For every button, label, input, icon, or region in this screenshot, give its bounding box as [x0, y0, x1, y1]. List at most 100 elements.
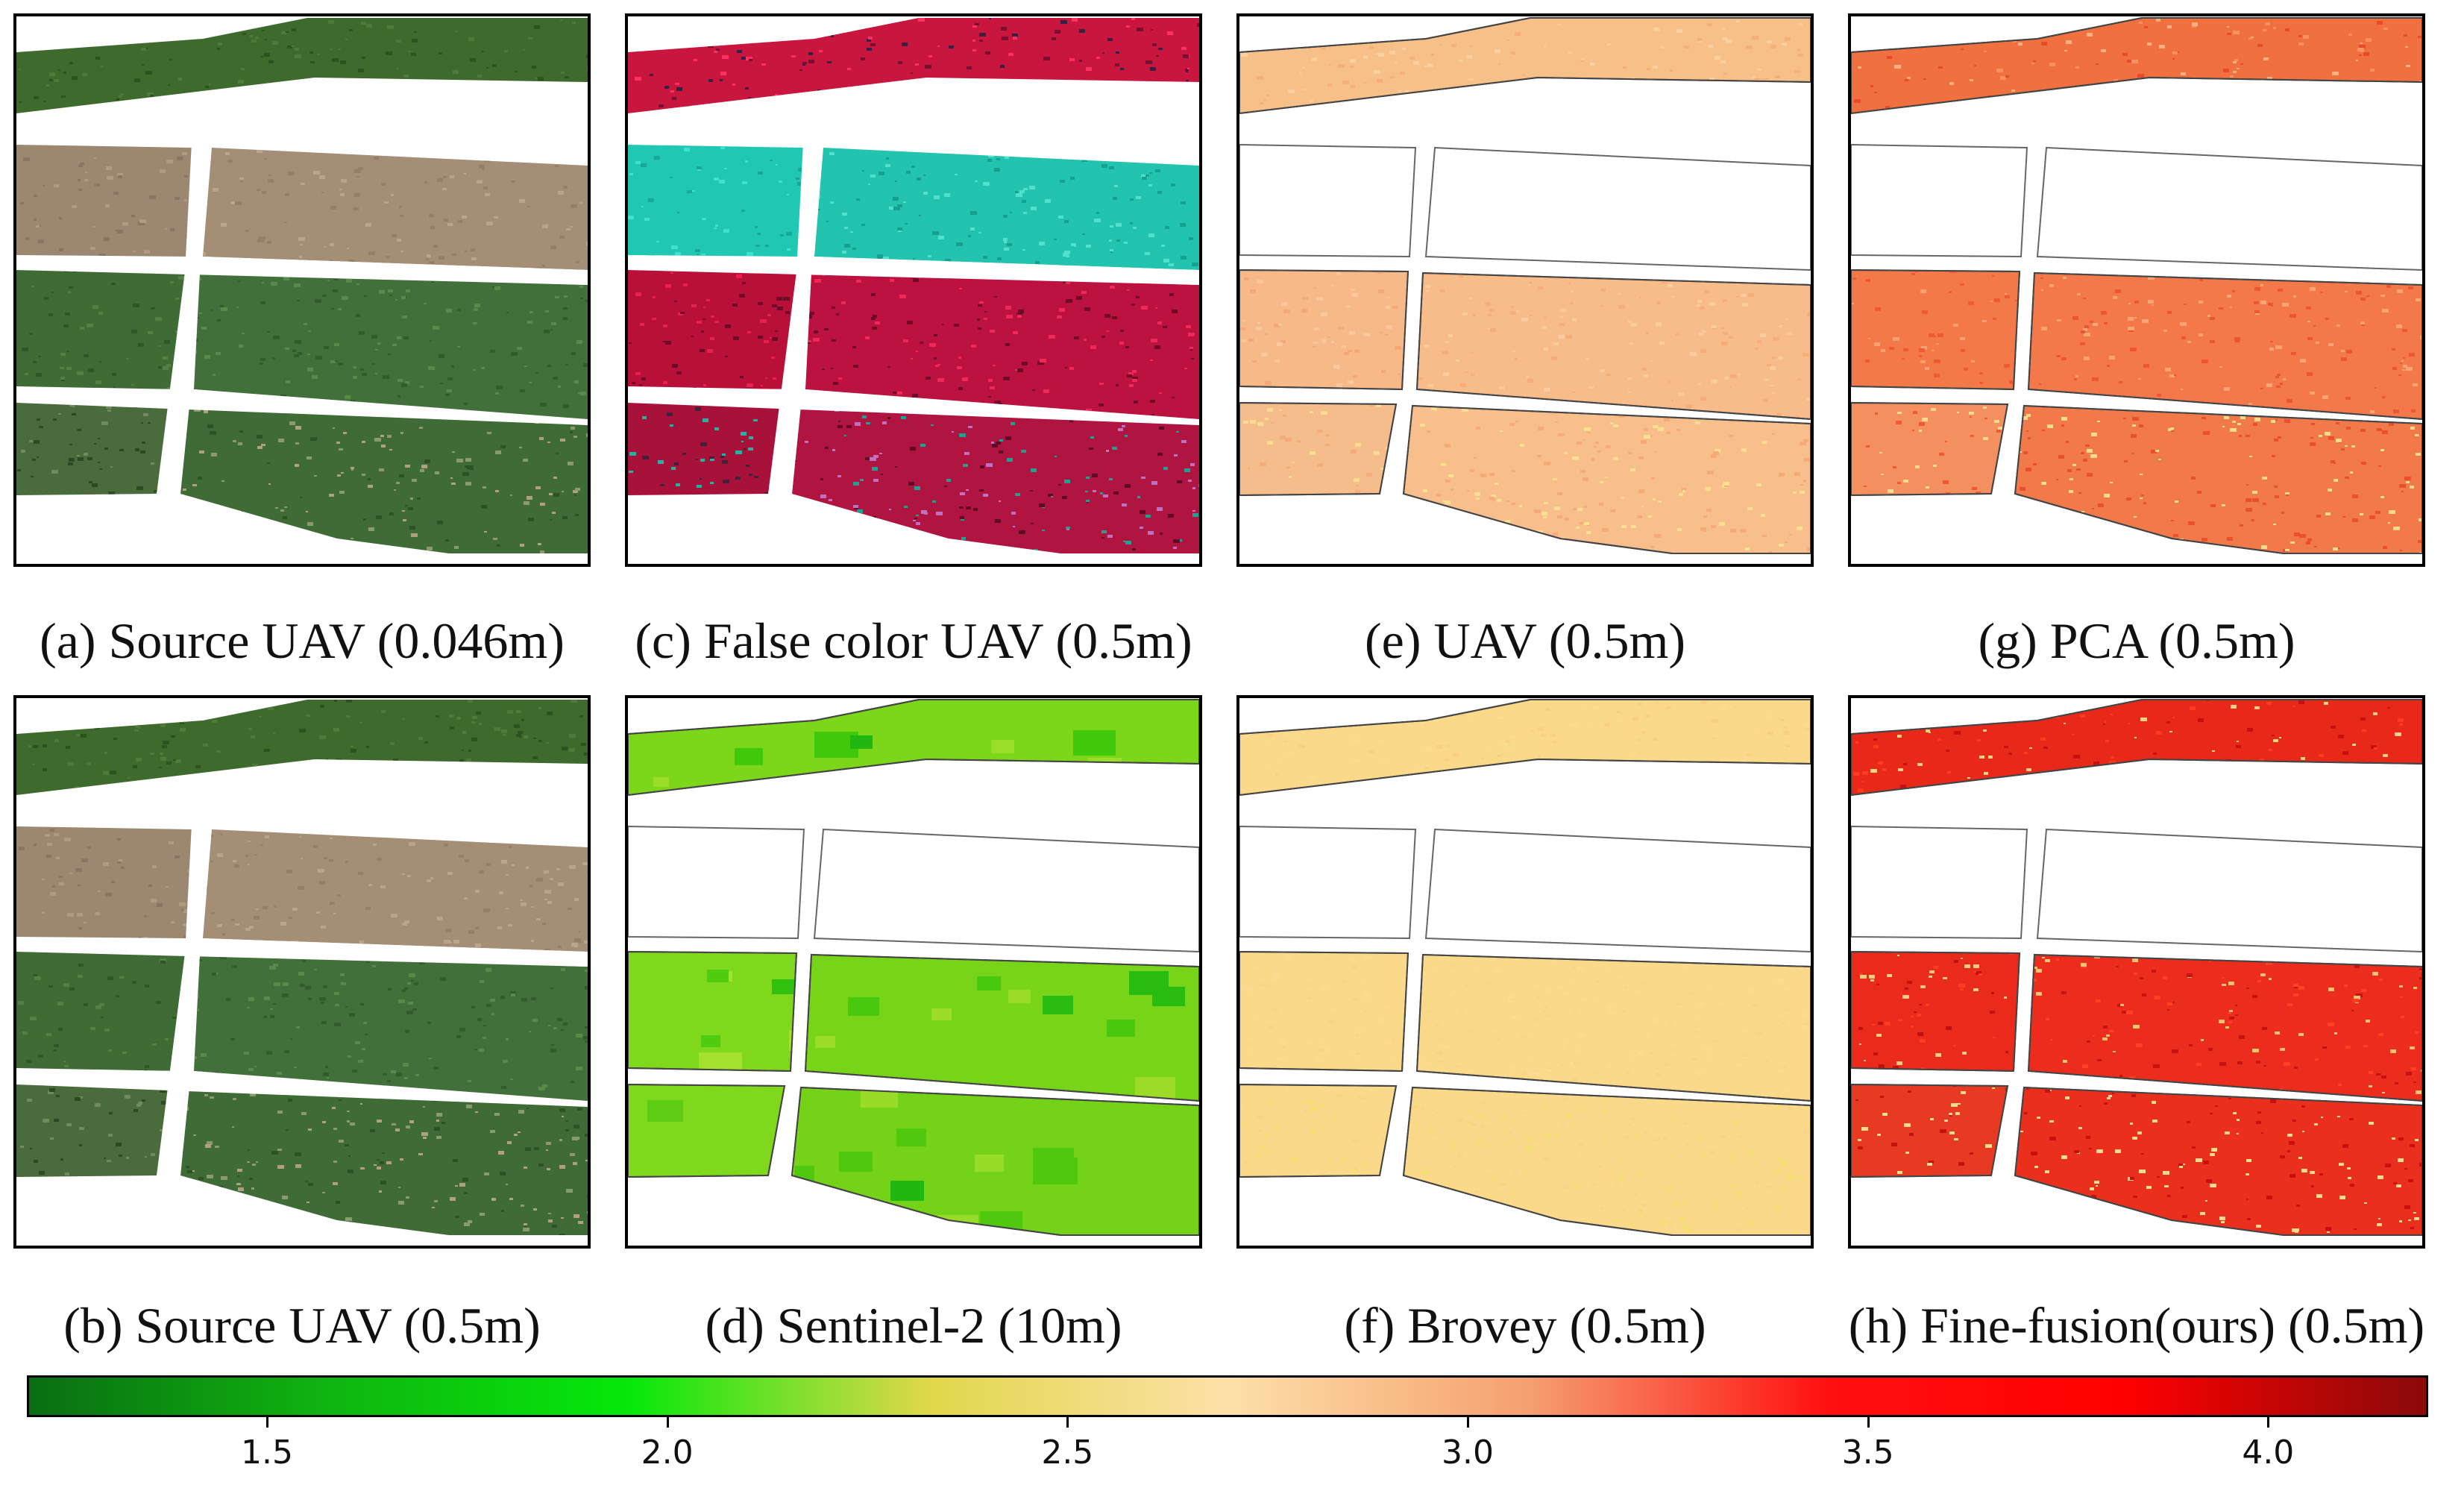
panel-a [13, 13, 591, 567]
field-parcel [1851, 17, 2422, 115]
colorbar-tick [2267, 1417, 2270, 1428]
field-parcel [1239, 699, 1811, 797]
field-parcel [1851, 699, 2422, 797]
texture [628, 145, 804, 257]
field-parcel [203, 829, 588, 952]
field-parcel [1239, 17, 1811, 115]
caption-d: (d) Sentinel-2 (10m) [608, 1296, 1219, 1355]
field-parcel [813, 828, 1199, 953]
field-parcel [2014, 404, 2422, 554]
texture [1240, 270, 1408, 389]
colorbar-tick [666, 1417, 669, 1428]
texture [18, 952, 185, 1071]
field-parcel [1239, 825, 1417, 940]
field-parcel [1415, 953, 1811, 1102]
texture [1404, 406, 1811, 553]
panel-d [625, 695, 1202, 1249]
field-parcel [2014, 1086, 2422, 1236]
field-parcel [1851, 269, 2021, 391]
texture [17, 403, 173, 495]
field-parcel [814, 148, 1199, 270]
panel-e-image [1239, 17, 1811, 554]
field-parcel [2036, 828, 2422, 953]
texture [203, 829, 588, 952]
field-parcel [194, 955, 588, 1101]
field-parcel [804, 953, 1199, 1102]
road [16, 82, 588, 128]
field-parcel [1415, 953, 1811, 1102]
colorbar-tick [266, 1417, 268, 1428]
caption-h: (h) Fine-fusion(ours) (0.5m) [1831, 1296, 2442, 1355]
colorbar-tick-label: 1.5 [207, 1434, 327, 1472]
field-parcel [1851, 699, 2422, 797]
panel-f [1236, 695, 1814, 1249]
panel-h [1848, 695, 2425, 1249]
field-parcel [16, 403, 173, 495]
field-parcel [628, 825, 805, 940]
field-parcel [2036, 146, 2422, 271]
field-parcel [2027, 953, 2422, 1102]
road [16, 764, 588, 810]
field-parcel [1239, 269, 1409, 391]
field-parcel [2014, 1086, 2422, 1236]
colorbar-tick-label: 4.0 [2208, 1434, 2328, 1472]
field-parcel [628, 18, 1199, 113]
colorbar-tick [1467, 1417, 1469, 1428]
field-parcel [791, 1086, 1199, 1236]
field-parcel [628, 1083, 786, 1178]
panel-g-image [1851, 17, 2422, 554]
road [768, 128, 823, 494]
field-parcel [1239, 401, 1398, 497]
caption-g: (g) PCA (0.5m) [1831, 612, 2442, 671]
field-parcel [1851, 1083, 2009, 1178]
field-parcel [1402, 404, 1811, 554]
caption-e: (e) UAV (0.5m) [1219, 612, 1831, 671]
caption-c: (c) False color UAV (0.5m) [608, 612, 1219, 671]
texture [1417, 955, 1811, 1101]
field-parcel [1424, 146, 1811, 271]
panel-a-image [16, 18, 588, 553]
road [628, 388, 1199, 425]
panel-g [1848, 13, 2425, 567]
field-parcel [1851, 825, 2028, 940]
field-parcel [1851, 17, 2422, 115]
field-parcel [628, 270, 796, 389]
field-parcel [628, 699, 1199, 797]
road [16, 388, 588, 425]
field-parcel [2027, 271, 2422, 421]
field-parcel [1239, 699, 1811, 797]
field-parcel [1402, 1086, 1811, 1236]
field-parcel [1239, 1083, 1398, 1178]
field-parcel [2027, 271, 2422, 421]
field-parcel [1239, 143, 1417, 258]
texture [647, 1100, 683, 1122]
colorbar-tick [1867, 1417, 1870, 1428]
texture [1240, 1084, 1396, 1177]
panel-b [13, 695, 591, 1249]
colorbar-tick-label: 2.0 [608, 1434, 727, 1472]
field-parcel [1851, 950, 2021, 1073]
field-parcel [16, 18, 588, 113]
field-parcel [1239, 950, 1409, 1073]
caption-a: (a) Source UAV (0.046m) [0, 612, 608, 671]
road [157, 128, 212, 494]
colorbar-tick-label: 3.0 [1408, 1434, 1527, 1472]
field-parcel [628, 1083, 786, 1178]
field-parcel [16, 1084, 173, 1177]
caption-b: (b) Source UAV (0.5m) [0, 1296, 608, 1355]
field-parcel [1239, 1083, 1398, 1178]
colorbar-tick [1066, 1417, 1069, 1428]
field-parcel [1239, 17, 1811, 115]
panel-d-image [628, 699, 1199, 1236]
panel-c [625, 13, 1202, 567]
field-parcel [1424, 828, 1811, 953]
panel-e [1236, 13, 1814, 567]
road [628, 257, 1199, 285]
panel-h-image [1851, 699, 2422, 1236]
field-parcel [16, 952, 185, 1071]
road [16, 1070, 588, 1107]
panel-f-image [1239, 699, 1811, 1236]
field-parcel [2014, 404, 2422, 554]
field-parcel [16, 700, 588, 795]
field-parcel [792, 406, 1199, 553]
